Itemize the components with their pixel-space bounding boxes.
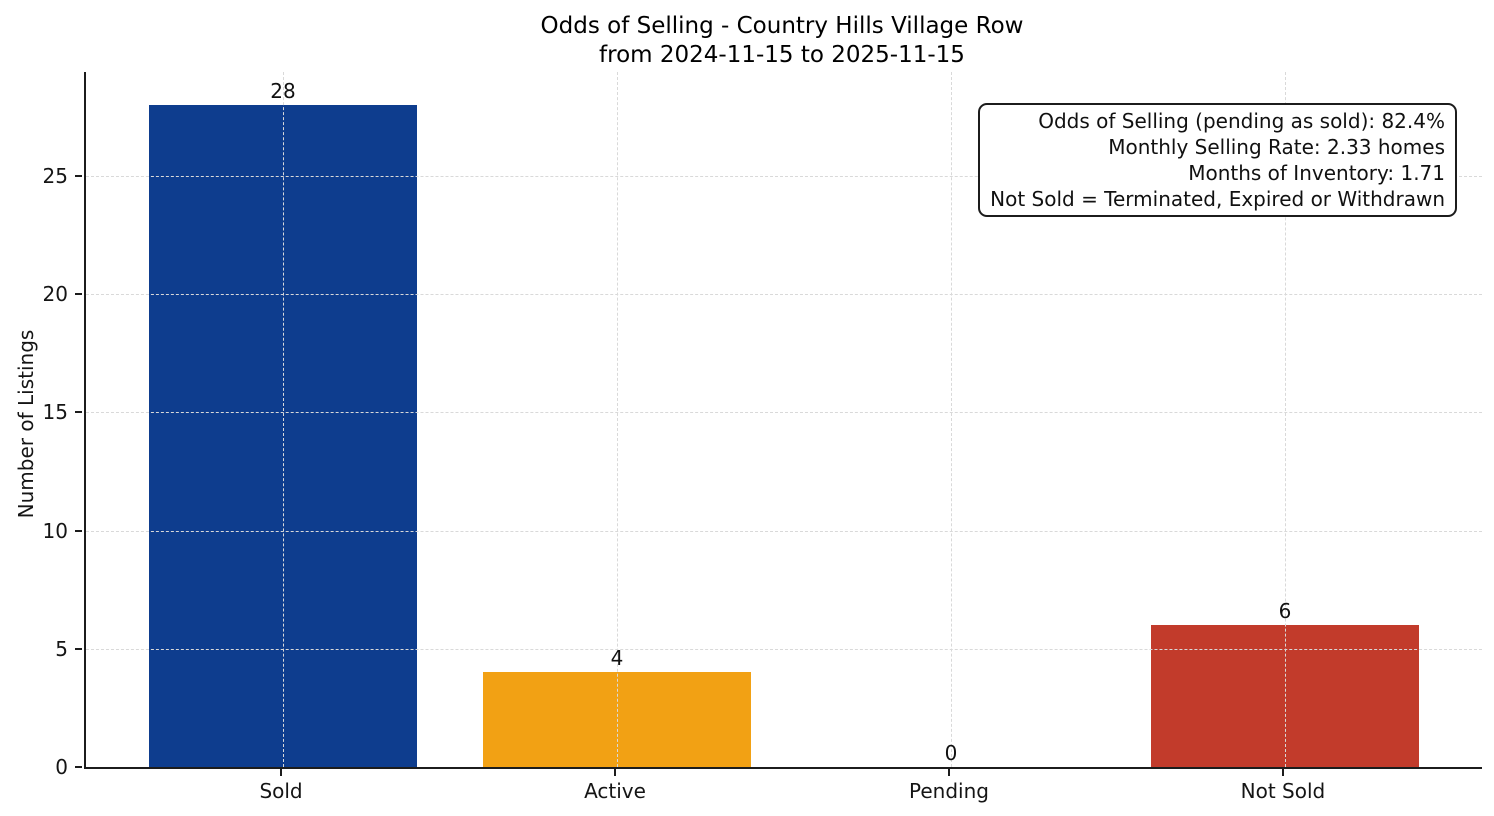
y-tick-mark	[75, 529, 82, 532]
gridline-vertical	[950, 72, 952, 767]
gridline-horizontal	[86, 648, 1482, 650]
bar-value-label-active: 4	[610, 646, 624, 671]
gridline-vertical	[1284, 72, 1286, 767]
bar-value-label-sold: 28	[270, 79, 296, 104]
y-tick-label: 0	[55, 755, 68, 779]
y-tick-label: 25	[42, 164, 68, 188]
bar-value-label-not-sold: 6	[1278, 599, 1292, 624]
y-tick-mark	[75, 647, 82, 650]
x-tick-mark	[614, 769, 616, 776]
gridline-horizontal	[86, 176, 1482, 177]
annotation-line-not-sold-def: Not Sold = Terminated, Expired or Withdr…	[990, 187, 1445, 211]
bar-value-label-pending: 0	[944, 741, 958, 765]
annotation-box: Odds of Selling (pending as sold): 82.4%…	[978, 103, 1457, 217]
annotation-line-odds: Odds of Selling (pending as sold): 82.4%	[1038, 109, 1445, 133]
gridline-horizontal	[86, 412, 1482, 414]
annotation-line-inventory: Months of Inventory: 1.71	[1188, 161, 1445, 185]
chart-title: Odds of Selling - Country Hills Village …	[84, 12, 1480, 70]
y-tick-label: 20	[42, 282, 68, 307]
y-tick-mark	[75, 411, 82, 414]
gridline-vertical	[617, 72, 618, 767]
y-tick-label: 10	[42, 518, 68, 543]
x-tick-label-sold: Sold	[259, 779, 303, 803]
y-tick-mark	[75, 175, 82, 177]
x-tick-label-active: Active	[584, 779, 646, 803]
x-tick-label-pending: Pending	[909, 779, 989, 803]
gridline-vertical	[283, 72, 285, 767]
y-tick-mark	[75, 766, 82, 768]
y-tick-label: 5	[55, 636, 68, 661]
x-tick-mark	[1281, 769, 1284, 776]
x-tick-label-not-sold: Not Sold	[1240, 779, 1326, 803]
x-tick-mark	[947, 769, 950, 776]
y-tick-mark	[75, 293, 82, 296]
y-tick-label: 15	[42, 400, 68, 425]
annotation-line-monthly-rate: Monthly Selling Rate: 2.33 homes	[1108, 135, 1445, 159]
gridline-horizontal	[86, 294, 1482, 296]
x-tick-mark	[280, 769, 283, 776]
plot-area: 28 4 0 6	[84, 72, 1482, 769]
chart-title-line1: Odds of Selling - Country Hills Village …	[540, 13, 1024, 39]
chart-title-line2: from 2024-11-15 to 2025-11-15	[599, 42, 965, 68]
gridline-horizontal	[86, 530, 1482, 532]
